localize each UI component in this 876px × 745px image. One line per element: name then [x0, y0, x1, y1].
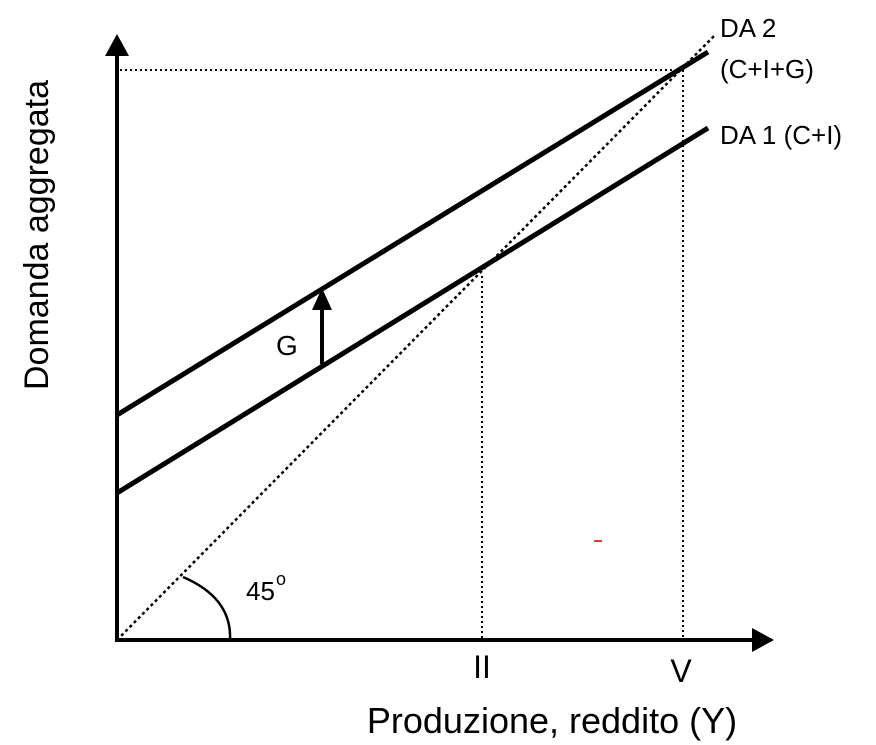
x-mark-label: II [473, 649, 491, 685]
x-mark-label: V [670, 653, 692, 689]
shift-arrowhead [312, 288, 332, 310]
45-degree-line [116, 34, 716, 641]
da2-formula: (C+I+G) [720, 54, 814, 84]
y-axis-arrow [105, 34, 129, 56]
da1-line [115, 125, 710, 496]
angle-arc [182, 575, 232, 641]
x-axis-arrow [752, 628, 774, 652]
angle-symbol: o [276, 569, 286, 589]
da2-line [115, 49, 710, 418]
x-axis-label: Produzione, reddito (Y) [367, 700, 737, 741]
shift-label: G [276, 330, 298, 361]
da1-label: DA 1 (C+I) [720, 120, 842, 150]
da2-label: DA 2 [720, 13, 776, 43]
angle-label: 45 [246, 576, 275, 606]
y-axis-label: Domanda aggregata [18, 80, 56, 390]
